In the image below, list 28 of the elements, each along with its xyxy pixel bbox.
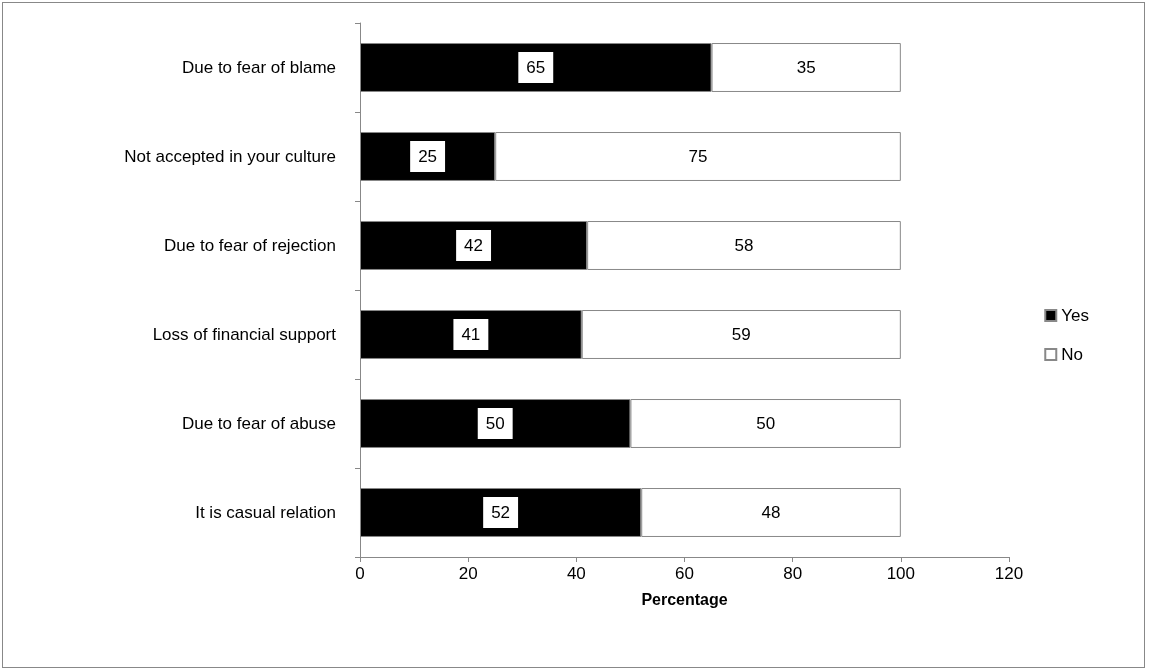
data-label: 58 — [734, 236, 754, 255]
x-tick-label: 60 — [675, 564, 694, 583]
x-axis-title: Percentage — [641, 590, 728, 608]
x-tick-label: 40 — [566, 564, 586, 583]
data-label: 75 — [688, 147, 708, 166]
data-label: 52 — [491, 503, 511, 522]
y-tick-label: Due to fear of rejection — [164, 236, 336, 255]
data-label: 59 — [731, 325, 751, 344]
x-tick-label: 0 — [355, 564, 365, 583]
x-tick-label: 80 — [783, 564, 803, 583]
y-tick-label: It is casual relation — [195, 503, 336, 522]
y-tick-label: Due to fear of abuse — [181, 414, 336, 433]
x-tick-label: 100 — [886, 564, 916, 583]
data-label: 35 — [796, 58, 816, 77]
data-label: 50 — [756, 414, 776, 433]
legend-label: No — [1061, 345, 1083, 364]
data-label: 41 — [461, 325, 481, 344]
y-tick-label: Loss of financial support — [152, 325, 337, 344]
y-tick-label: Due to fear of blame — [181, 58, 336, 77]
data-label: 25 — [418, 147, 438, 166]
data-label: 48 — [761, 503, 781, 522]
x-tick-label: 120 — [994, 564, 1024, 583]
legend-label: Yes — [1061, 306, 1089, 325]
x-tick-label: 20 — [458, 564, 478, 583]
data-label: 50 — [485, 414, 505, 433]
data-label: 65 — [526, 58, 546, 77]
y-tick-label: Not accepted in your culture — [124, 147, 336, 166]
data-label: 42 — [464, 236, 484, 255]
